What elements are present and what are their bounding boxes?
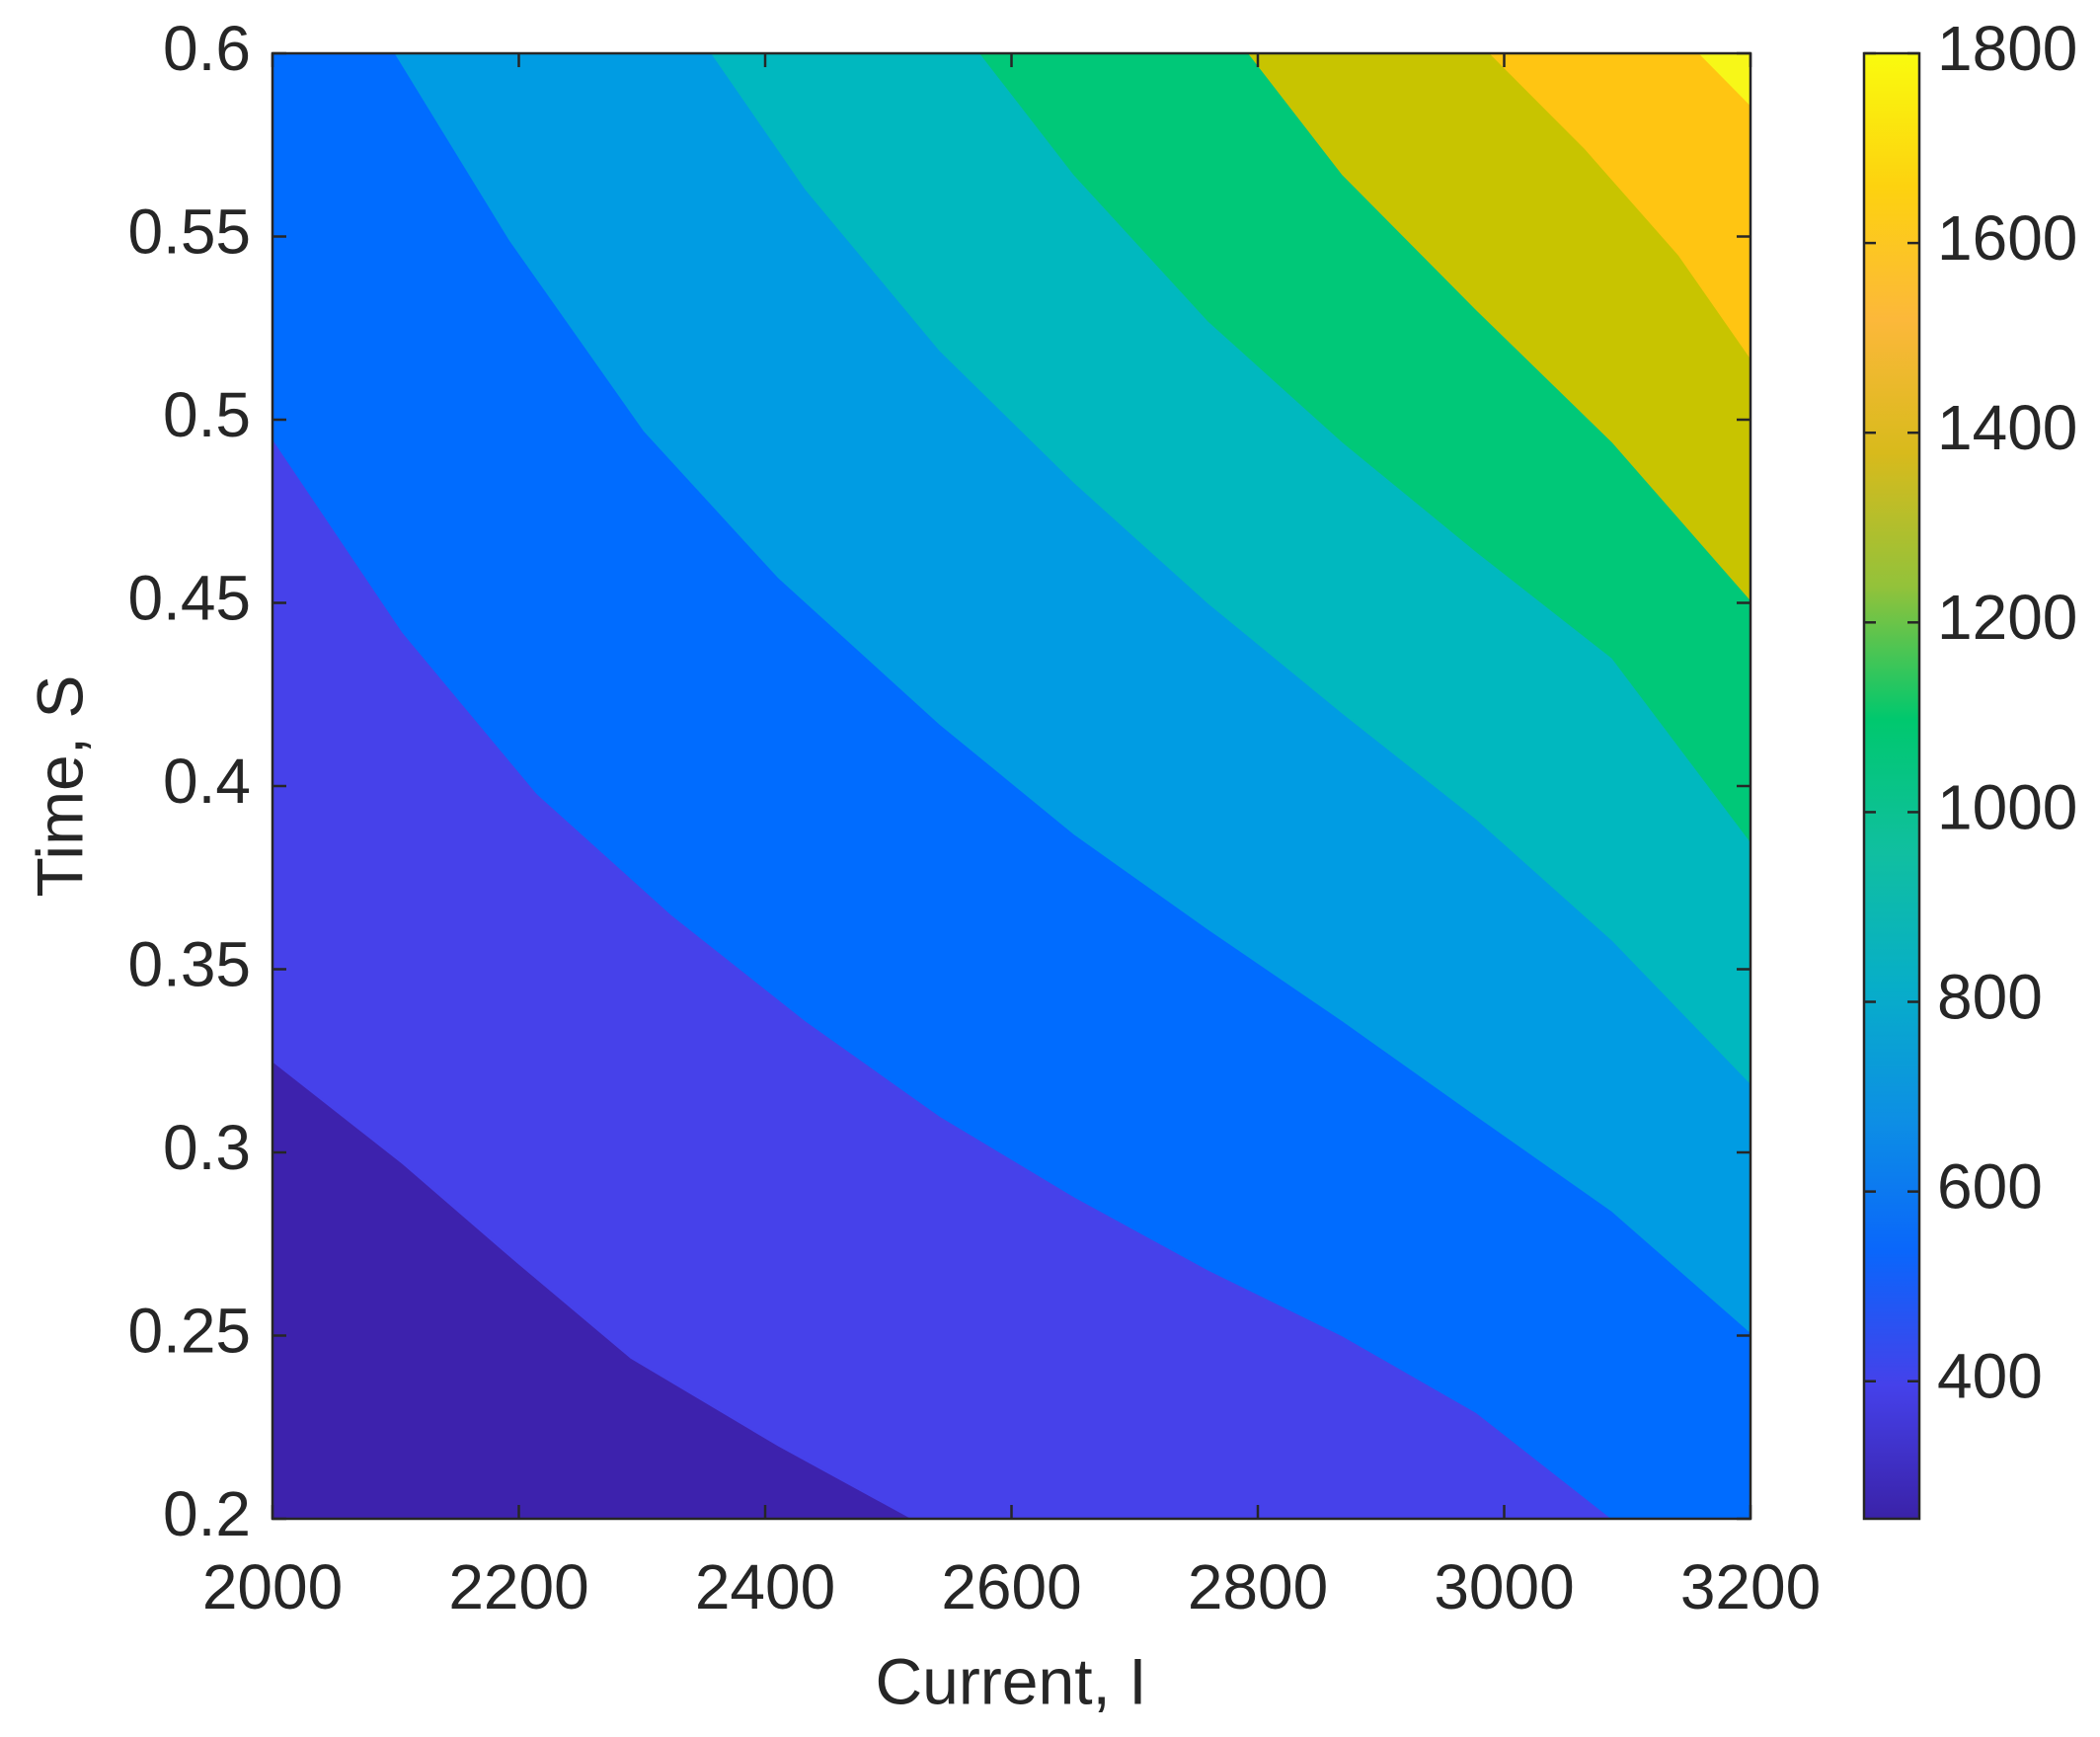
- x-axis-label: Current, I: [875, 1644, 1146, 1717]
- y-tick-label: 0.35: [127, 928, 251, 999]
- contour-line: [272, 1060, 914, 1519]
- contour-line: [272, 436, 1613, 1519]
- contour-line: [1248, 53, 1750, 600]
- colorbar-tick-label: 400: [1937, 1341, 2043, 1412]
- y-axis-label: Time, S: [23, 675, 96, 898]
- y-tick-label: 0.6: [163, 13, 251, 84]
- y-tick-label: 0.2: [163, 1478, 251, 1549]
- x-tick-label: 2200: [448, 1551, 588, 1622]
- contour-band: [1490, 53, 1750, 357]
- y-tick-label: 0.45: [127, 562, 251, 633]
- y-tick-label: 0.4: [163, 746, 251, 817]
- contour-line: [1490, 53, 1750, 358]
- colorbar-tick-label: 800: [1937, 961, 2043, 1032]
- colorbar-tick-label: 1400: [1937, 392, 2077, 463]
- x-tick-label: 2000: [202, 1551, 343, 1622]
- y-tick-label: 0.3: [163, 1112, 251, 1183]
- colorbar: [1862, 51, 1921, 1521]
- x-tick-label: 3000: [1434, 1551, 1574, 1622]
- contour-line: [711, 53, 1750, 1084]
- y-tick-label: 0.25: [127, 1295, 251, 1366]
- colorbar-tick-label: 1800: [1937, 13, 2077, 84]
- y-tick-label: 0.55: [127, 196, 251, 267]
- colorbar-tick-label: 1000: [1937, 771, 2077, 842]
- colorbar-tick-label: 1200: [1937, 582, 2077, 653]
- x-tick-label: 2800: [1188, 1551, 1328, 1622]
- colorbar-tick-label: 1600: [1937, 202, 2077, 274]
- contour-line: [979, 53, 1750, 842]
- x-tick-label: 2600: [941, 1551, 1081, 1622]
- x-tick-label: 2400: [695, 1551, 835, 1622]
- contour-line: [394, 53, 1750, 1333]
- x-tick-label: 3200: [1680, 1551, 1821, 1622]
- contour-line: [1699, 53, 1750, 106]
- plot-area: [272, 53, 1750, 1519]
- y-tick-label: 0.5: [163, 379, 251, 450]
- colorbar-tick-label: 600: [1937, 1151, 2043, 1223]
